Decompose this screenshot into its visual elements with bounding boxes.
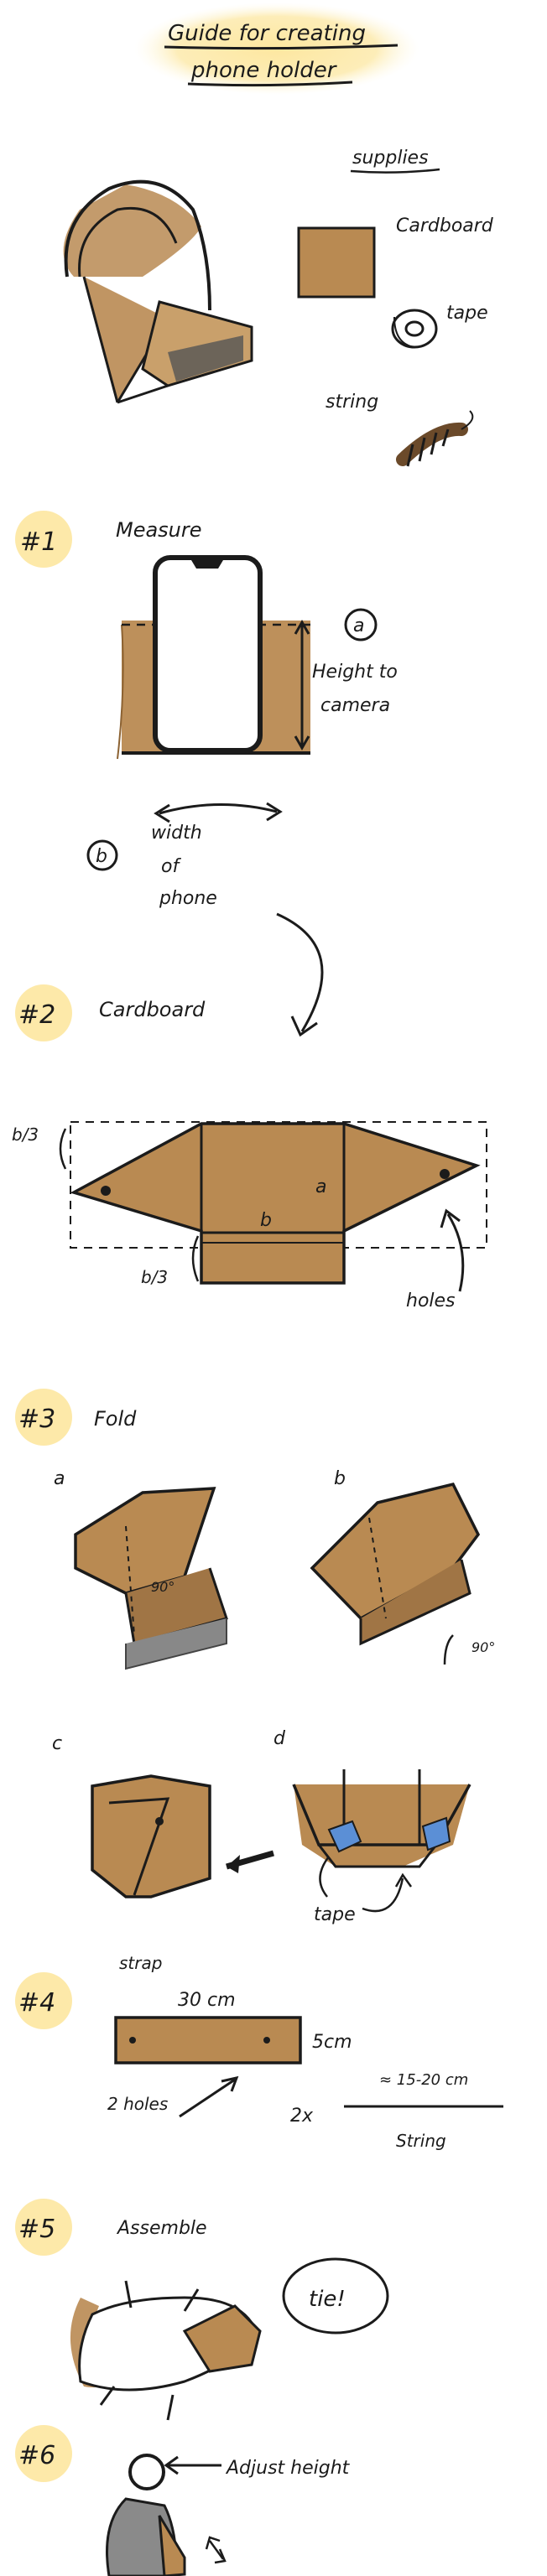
fold-d-sketch	[292, 1769, 471, 1913]
strap-string-len: ≈ 15-20 cm	[379, 2071, 468, 2089]
phone-measure-sketch	[117, 555, 310, 760]
strap-qty: 2x	[290, 2106, 314, 2127]
fold-angle-a: 90°	[151, 1579, 175, 1595]
supplies-block: supplies Cardboard tape string	[63, 148, 494, 467]
fold-angle-b: 90°	[471, 1639, 495, 1655]
measure-marker-b: b	[96, 846, 107, 867]
strap-holes: 2 holes	[107, 2094, 168, 2114]
supplies-string-label: string	[326, 392, 378, 413]
title-block: Guide for creating phone holder	[134, 3, 419, 95]
measure-width-line-2: of	[161, 856, 181, 877]
step-1-number: #1	[20, 527, 57, 557]
fold-sub-c: c	[52, 1733, 62, 1754]
cardboard-label-b: b	[260, 1210, 272, 1231]
step-4-block: #4 strap 30 cm 5cm 2 holes 2x ≈ 15-20 cm…	[15, 1953, 503, 2151]
person-sketch	[106, 2454, 227, 2576]
fold-sub-b: b	[334, 1468, 346, 1489]
step-6-number: #6	[18, 2441, 55, 2470]
assemble-sketch	[70, 2280, 262, 2421]
step-5-title: Assemble	[116, 2218, 207, 2239]
fold-tape-label: tape	[314, 1904, 356, 1925]
supplies-cardboard-label: Cardboard	[396, 216, 494, 236]
cardboard-swatch	[297, 226, 376, 299]
measure-width-line-1: width	[151, 823, 202, 844]
cardboard-cut-template	[70, 1121, 487, 1285]
supplies-tape-label: tape	[446, 303, 488, 324]
fold-sub-d: d	[274, 1728, 286, 1749]
cardboard-label-a: a	[315, 1176, 326, 1197]
step-4-title: strap	[119, 1953, 162, 1973]
step-5-block: #5 Assemble tie!	[15, 2199, 389, 2421]
step-2-title: Cardboard	[99, 998, 206, 1021]
string-icon	[396, 410, 474, 467]
strap-length: 30 cm	[178, 1990, 236, 2011]
step-5-number: #5	[18, 2215, 55, 2244]
step-6-title: Adjust height	[225, 2458, 351, 2479]
title-line-2: phone holder	[190, 58, 338, 83]
step-6-block: #6 Adjust height	[15, 2425, 351, 2576]
step-2-number: #2	[18, 1000, 55, 1030]
assemble-tie: tie!	[309, 2287, 346, 2312]
step-3-title: Fold	[94, 1407, 137, 1431]
cardboard-holes-label: holes	[406, 1291, 456, 1311]
fold-sub-a: a	[54, 1468, 65, 1489]
measure-height-line-1: Height to	[312, 662, 398, 683]
step-4-number: #4	[18, 1988, 55, 2018]
step-3-number: #3	[18, 1405, 55, 1434]
measure-width-line-3: phone	[159, 888, 217, 909]
measure-height-line-2: camera	[320, 695, 390, 716]
step-1-block: #1 Measure a Height to camera b width of…	[15, 511, 398, 1037]
step-1-title: Measure	[116, 518, 202, 542]
title-line-1: Guide for creating	[168, 21, 366, 46]
tape-icon	[391, 309, 438, 349]
supplies-heading: supplies	[352, 148, 429, 169]
cardboard-dim-top: b/3	[12, 1124, 39, 1145]
cardboard-dim-bottom: b/3	[141, 1267, 168, 1287]
measure-marker-a: a	[353, 615, 364, 636]
strap-width: 5cm	[312, 2032, 352, 2053]
finished-holder-sketch	[63, 179, 253, 404]
step-3-block: #3 Fold a 90° b 90° c d	[15, 1389, 495, 1925]
strap-sketch	[114, 2016, 302, 2064]
strap-string: String	[396, 2131, 446, 2151]
fold-b-sketch	[310, 1482, 481, 1665]
step-2-block: #2 Cardboard b/3 a b b/3 holes	[12, 984, 487, 1311]
fold-c-sketch	[91, 1774, 274, 1898]
fold-a-sketch	[74, 1487, 228, 1670]
